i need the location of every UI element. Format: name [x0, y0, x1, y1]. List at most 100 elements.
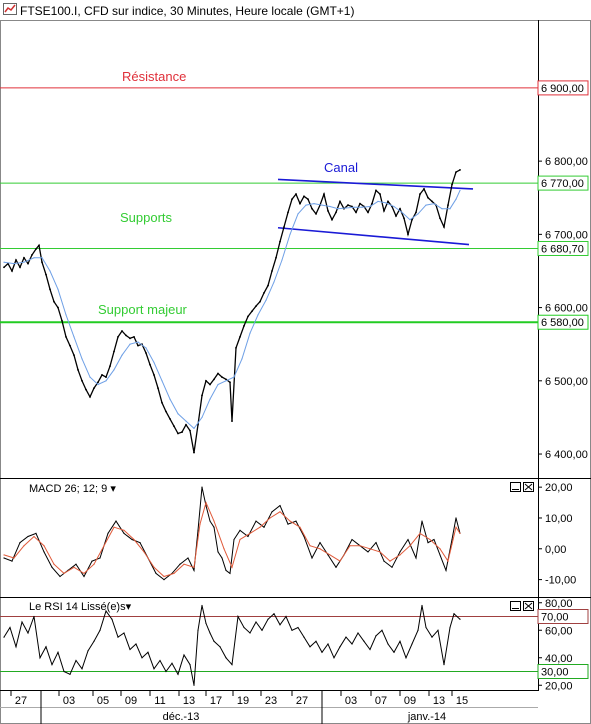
x-tick-label: 09: [125, 695, 137, 707]
rsi-line-point: [183, 654, 185, 656]
rsi-line-point: [339, 646, 341, 648]
x-tick-label: 23: [265, 695, 277, 707]
macd-line-point: [187, 557, 189, 559]
price-line-point: [77, 368, 79, 371]
moving-average-line-point: [209, 398, 211, 400]
rsi-line-point: [105, 610, 107, 612]
rsi-line-point: [123, 632, 125, 634]
macd-signal-line-point: [133, 538, 135, 541]
minimize-icon[interactable]: [510, 601, 521, 611]
macd-line-point: [225, 569, 227, 571]
macd-line-point: [99, 557, 101, 559]
close-icon[interactable]: [523, 601, 534, 611]
y-tick-label: 6 600,00: [545, 303, 588, 315]
macd-signal-line-point: [409, 545, 411, 547]
price-line-point: [137, 344, 139, 347]
price-line-point: [129, 337, 131, 340]
price-line-point: [221, 376, 223, 379]
moving-average-line-point: [273, 281, 275, 283]
macd-line-point: [27, 535, 29, 538]
rsi-panel-label[interactable]: Le RSI 14 Lissé(e)s▾: [29, 601, 132, 613]
rsi-line-point: [449, 626, 451, 629]
rsi-line-point: [369, 648, 371, 651]
supports-label: Supports: [120, 210, 173, 225]
macd-signal-line-point: [279, 511, 281, 513]
price-line-point: [35, 248, 37, 250]
moving-average-line-point: [81, 358, 83, 360]
rsi-line-point: [231, 664, 233, 666]
price-line-point: [193, 451, 195, 454]
moving-average-line-point: [401, 211, 403, 213]
price-line-point: [113, 350, 115, 353]
minimize-icon[interactable]: [510, 482, 521, 492]
macd-line-point: [455, 517, 457, 519]
macd-signal-line-point: [143, 551, 145, 553]
macd-signal-line-point: [389, 560, 391, 562]
price-line-point: [283, 226, 285, 228]
price-line-point: [45, 273, 47, 276]
y-tick-label: 6 700,00: [545, 229, 588, 241]
macd-line-point: [139, 542, 141, 544]
price-line-point: [85, 388, 87, 391]
price-line-point: [275, 256, 277, 259]
price-line-point: [235, 346, 237, 349]
y-tick-label: 6 800,00: [545, 156, 588, 168]
macd-signal-line-point: [379, 551, 381, 553]
y-tick-label: 20,00: [545, 482, 573, 494]
price-line-point: [251, 310, 253, 313]
price-line-point: [439, 217, 441, 220]
price-line-point: [239, 335, 241, 338]
macd-signal-line-point: [349, 545, 351, 547]
price-line-point: [327, 210, 329, 212]
level-tag: [537, 664, 589, 679]
price-line-point: [415, 211, 417, 214]
macd-signal-line: [3, 501, 461, 578]
moving-average-line-point: [177, 413, 179, 415]
price-line-point: [399, 207, 401, 210]
macd-signal-line-point: [329, 554, 331, 556]
moving-average-line-point: [249, 332, 251, 334]
x-tick-label: 27: [296, 695, 308, 707]
price-line-point: [109, 365, 111, 368]
macd-panel-label[interactable]: MACD 26; 12; 9 ▾: [29, 483, 116, 495]
macd-line-point: [197, 529, 199, 531]
level-tag: [537, 175, 589, 191]
time-axis: 27 03 05 09 11 13 17 19 23 27 03 07 09 13 15 déc.-13 jan…: [10, 690, 468, 724]
price-line-point: [247, 315, 249, 318]
chart-app-icon: [3, 3, 17, 15]
price-line-point: [19, 266, 21, 269]
macd-line-point: [439, 554, 441, 556]
rsi-line-point: [267, 618, 269, 620]
level-tag-label: 6 680,70: [541, 243, 584, 255]
price-line-point: [323, 193, 325, 195]
price-line-point: [347, 204, 349, 206]
rsi-line-point: [93, 640, 95, 642]
rsi-line-point: [159, 659, 161, 662]
rsi-line-point: [87, 650, 89, 652]
moving-average-line-point: [441, 208, 443, 210]
rsi-line-point: [297, 626, 299, 629]
macd-signal-line-point: [447, 560, 449, 562]
x-tick-label: 13: [183, 695, 195, 707]
macd-line-point: [445, 569, 447, 571]
price-line-point: [225, 378, 227, 381]
price-line-point: [267, 284, 269, 287]
price-line-point: [379, 193, 381, 195]
price-line-point: [15, 259, 17, 261]
price-line-point: [89, 396, 91, 398]
price-line-point: [371, 202, 373, 205]
rsi-line-point: [57, 651, 59, 653]
moving-average-line-point: [41, 257, 43, 259]
rsi-line-point: [303, 636, 305, 638]
macd-line-point: [335, 566, 337, 568]
price-line-point: [181, 431, 183, 433]
macd-line-point: [51, 566, 53, 568]
macd-line-point: [319, 542, 321, 544]
rsi-line-point: [129, 648, 131, 651]
price-panel: 6 800,00 6 700,00 6 600,00 6 500,00 6 400,00…: [0, 80, 589, 461]
macd-line-point: [247, 535, 249, 538]
close-icon[interactable]: [523, 482, 534, 492]
macd-signal-line-point: [103, 545, 105, 547]
chart-frame: [0, 20, 591, 724]
macd-line-point: [115, 520, 117, 522]
